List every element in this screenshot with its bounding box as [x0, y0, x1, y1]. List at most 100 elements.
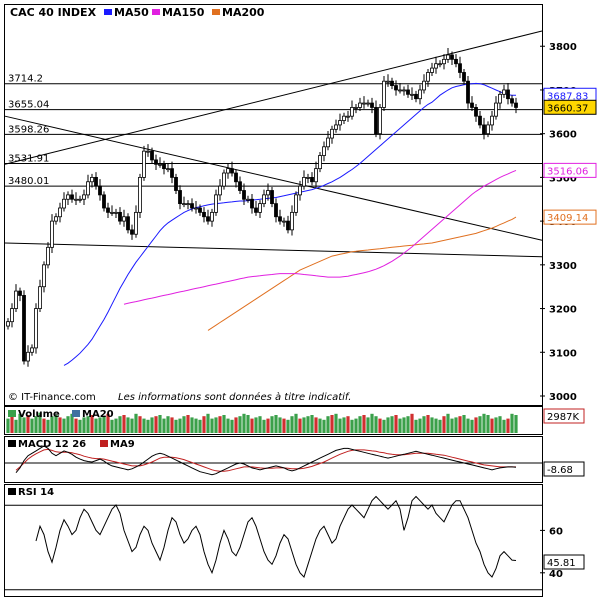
candle-body [346, 115, 350, 118]
candle-body [510, 98, 514, 104]
volume-bar [334, 413, 338, 433]
volume-bar [250, 418, 254, 433]
level-label: 3655.04 [8, 100, 49, 111]
volume-bar [254, 417, 258, 433]
volume-bar [406, 416, 410, 433]
volume-bar [170, 417, 174, 433]
candle-body [454, 58, 458, 65]
volume-bar [246, 415, 250, 433]
volume-bar [342, 417, 346, 433]
candle-body [322, 146, 326, 156]
volume-bar [430, 417, 434, 433]
price-y-tick-label: 3500 [549, 173, 577, 184]
candle-body [162, 163, 166, 170]
volume-bar [50, 416, 54, 433]
rsi-layer: 40 60 [5, 495, 563, 591]
candle-body [126, 216, 130, 231]
volume-bar [394, 415, 398, 433]
candle-body [6, 321, 10, 327]
candle-body [150, 150, 154, 161]
volume-bar [494, 417, 498, 433]
volume-bar [326, 416, 330, 433]
volume-bar [6, 418, 10, 433]
volume-bar [462, 415, 466, 433]
candle-body [478, 115, 482, 126]
volume-bar [366, 417, 370, 433]
volume-bar [370, 413, 374, 433]
price-y-tick-label: 3600 [549, 130, 577, 141]
candle-body [78, 198, 82, 201]
candle-body [218, 185, 222, 196]
volume-bar [282, 418, 286, 433]
volume-bar [306, 416, 310, 433]
volume-bar [330, 415, 334, 433]
volume-bar [346, 416, 350, 433]
candle-body [74, 198, 78, 201]
candle-body [374, 107, 378, 135]
level-label: 3598.26 [8, 124, 49, 135]
candle-body [138, 176, 142, 213]
volume-bar [502, 419, 506, 433]
volume-bar [374, 416, 378, 433]
volume-bar [190, 417, 194, 433]
volume-bar [478, 416, 482, 433]
volume-bar [130, 418, 134, 433]
candle-body [114, 211, 118, 214]
volume-bar [58, 417, 62, 433]
volume-bar [230, 419, 234, 433]
candle-body [30, 347, 34, 353]
volume-bar [150, 417, 154, 433]
volume-bar [426, 415, 430, 433]
candle-body [14, 290, 18, 309]
volume-bar [450, 418, 454, 433]
candle-body [438, 63, 442, 66]
ma9-swatch [100, 440, 108, 447]
volume-bar [422, 416, 426, 433]
candle-body [342, 115, 346, 121]
ma150-legend: MA150 [162, 6, 205, 19]
candle-body [250, 198, 254, 209]
candle-body [86, 181, 90, 196]
level-label: 3480.01 [8, 176, 49, 187]
candle-body [274, 203, 278, 218]
volume-bar [498, 416, 502, 433]
volume-bar [162, 418, 166, 433]
volume-bar [158, 415, 162, 433]
volume-bar [446, 413, 450, 433]
price-layer: 3000310032003300340035003600370038003714… [4, 30, 597, 403]
volume-bar [442, 416, 446, 433]
candle-body [410, 93, 414, 96]
volume-bar [486, 415, 490, 433]
trendline [4, 115, 543, 241]
ma200-line [207, 216, 517, 331]
volume-bar [434, 418, 438, 433]
volume-bar [266, 418, 270, 433]
candle-body [414, 93, 418, 100]
volume-bar [174, 419, 178, 433]
volume-bar [122, 415, 126, 433]
candle-body [222, 172, 226, 187]
ma20-swatch [72, 410, 80, 417]
volume-bar [138, 416, 142, 433]
candle-body [458, 63, 462, 73]
volume-bar [390, 416, 394, 433]
volume-bar [186, 415, 190, 433]
volume-bar [222, 415, 226, 433]
candle-body [350, 107, 354, 117]
volume-bar [90, 415, 94, 433]
candle-body [70, 194, 74, 200]
trendline [4, 242, 543, 258]
candle-body [446, 54, 450, 60]
volume-bar [202, 416, 206, 433]
candle-body [370, 102, 374, 108]
candle-body [426, 72, 430, 82]
volume-bar [474, 417, 478, 433]
candle-body [442, 58, 446, 65]
volume-bar [262, 419, 266, 433]
candle-body [66, 194, 70, 200]
volume-bar [30, 418, 34, 433]
price-y-tick-label: 3100 [549, 348, 577, 359]
candle-body [282, 220, 286, 223]
ma200-legend: MA200 [222, 6, 265, 19]
ma50-legend: MA50 [114, 6, 149, 19]
